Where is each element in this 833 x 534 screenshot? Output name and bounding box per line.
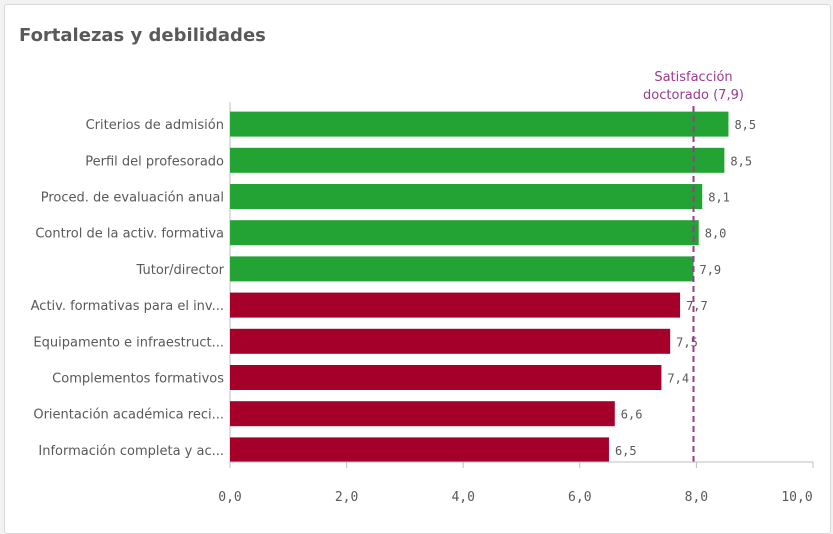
bar xyxy=(230,328,671,354)
bar xyxy=(230,401,615,427)
value-label: 6,6 xyxy=(621,408,643,422)
x-tick-label: 4,0 xyxy=(451,490,474,505)
bar xyxy=(230,256,694,282)
x-tick-label: 8,0 xyxy=(685,490,708,505)
reference-label-line1: Satisfacción xyxy=(654,70,732,85)
category-label: Proced. de evaluación anual xyxy=(41,191,224,206)
bar xyxy=(230,220,699,246)
bar xyxy=(230,292,681,318)
x-tick-label: 0,0 xyxy=(218,490,241,505)
bar xyxy=(230,365,662,390)
value-label: 8,5 xyxy=(730,154,752,168)
value-label: 8,1 xyxy=(708,191,730,205)
bar xyxy=(230,111,729,137)
bar xyxy=(230,147,725,173)
x-tick-label: 6,0 xyxy=(568,490,591,505)
category-label: Información completa y ac... xyxy=(38,444,224,459)
x-tick-label: 2,0 xyxy=(335,490,358,505)
value-label: 7,9 xyxy=(699,263,721,277)
category-label: Equipamento e infraestruct... xyxy=(33,335,224,350)
chart-title: Fortalezas y debilidades xyxy=(19,25,266,46)
category-label: Activ. formativas para el inv... xyxy=(31,299,224,314)
value-label: 7,5 xyxy=(676,335,698,349)
value-label: 7,4 xyxy=(667,372,689,386)
bar xyxy=(230,437,609,463)
value-label: 6,5 xyxy=(615,444,637,458)
x-tick-label: 10,0 xyxy=(781,490,812,505)
bar-chart: Criterios de admisión 8,5 Perfil del profe… xyxy=(31,70,814,505)
category-label: Criterios de admisión xyxy=(86,118,224,133)
category-label: Tutor/director xyxy=(136,263,225,278)
category-label: Orientación académica reci... xyxy=(33,408,224,423)
value-label: 8,0 xyxy=(705,227,727,241)
category-label: Complementos formativos xyxy=(52,372,224,387)
value-label: 7,7 xyxy=(686,299,708,313)
category-label: Perfil del profesorado xyxy=(85,154,224,169)
bar xyxy=(230,184,703,209)
category-label: Control de la activ. formativa xyxy=(35,227,224,242)
value-label: 8,5 xyxy=(734,118,756,132)
reference-label-line2: doctorado (7,9) xyxy=(643,88,744,103)
